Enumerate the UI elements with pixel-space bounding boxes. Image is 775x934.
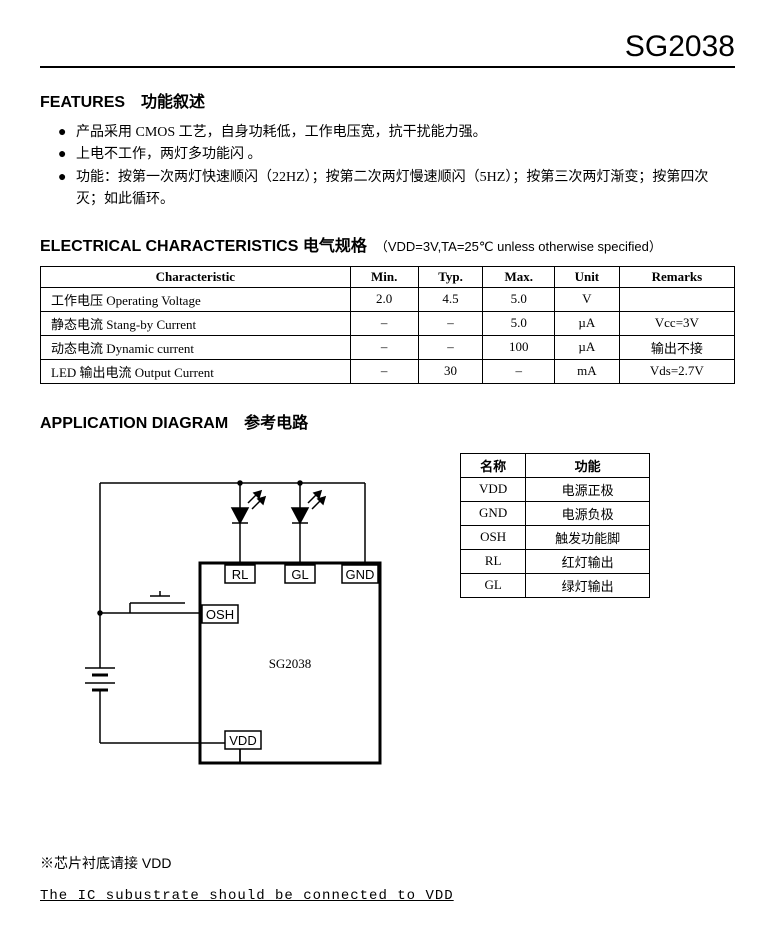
table-row: LED 输出电流 Output Current – 30 – mA Vds=2.… bbox=[41, 359, 735, 383]
cell: 30 bbox=[418, 359, 483, 383]
col-header: Typ. bbox=[418, 266, 483, 287]
chip-label: SG2038 bbox=[269, 656, 312, 671]
feature-item: 功能：按第一次两灯快速顺闪（22HZ）；按第二次两灯慢速顺闪（5HZ）；按第三次… bbox=[58, 167, 735, 212]
cell: µA bbox=[555, 311, 620, 335]
col-header: 名称 bbox=[461, 453, 526, 477]
cell: 输出不接 bbox=[619, 335, 734, 359]
electrical-title-text: ELECTRICAL CHARACTERISTICS 电气规格 bbox=[40, 232, 367, 256]
table-row: GND电源负极 bbox=[461, 501, 650, 525]
cell: – bbox=[483, 359, 555, 383]
cell: Vds=2.7V bbox=[619, 359, 734, 383]
cell: GL bbox=[461, 573, 526, 597]
electrical-table: Characteristic Min. Typ. Max. Unit Remar… bbox=[40, 266, 735, 384]
cell: – bbox=[350, 311, 418, 335]
electrical-heading: ELECTRICAL CHARACTERISTICS 电气规格 （VDD=3V,… bbox=[40, 232, 735, 256]
table-row: 静态电流 Stang-by Current – – 5.0 µA Vcc=3V bbox=[41, 311, 735, 335]
electrical-conditions: （VDD=3V,TA=25℃ unless otherwise specifie… bbox=[375, 236, 662, 255]
cell: – bbox=[350, 359, 418, 383]
diagram-heading: APPLICATION DIAGRAM 参考电路 bbox=[40, 409, 735, 433]
pin-function-table: 名称 功能 VDD电源正极 GND电源负极 OSH触发功能脚 RL红灯输出 GL… bbox=[460, 453, 650, 598]
cell: 电源负极 bbox=[526, 501, 650, 525]
cell: Vcc=3V bbox=[619, 311, 734, 335]
cell: 5.0 bbox=[483, 287, 555, 311]
cell: 绿灯输出 bbox=[526, 573, 650, 597]
feature-item: 上电不工作，两灯多功能闪 。 bbox=[58, 144, 735, 166]
table-row: 工作电压 Operating Voltage 2.0 4.5 5.0 V bbox=[41, 287, 735, 311]
substrate-note-cn: ※芯片衬底请接 VDD bbox=[40, 853, 735, 873]
cell: µA bbox=[555, 335, 620, 359]
cell: – bbox=[418, 335, 483, 359]
table-row: VDD电源正极 bbox=[461, 477, 650, 501]
cell: VDD bbox=[461, 477, 526, 501]
application-circuit-diagram: RL GL GND OSH VDD SG2038 bbox=[40, 453, 420, 793]
table-row: RL红灯输出 bbox=[461, 549, 650, 573]
pin-osh: OSH bbox=[206, 607, 234, 622]
cell: GND bbox=[461, 501, 526, 525]
cell: V bbox=[555, 287, 620, 311]
col-header: Max. bbox=[483, 266, 555, 287]
col-header: Unit bbox=[555, 266, 620, 287]
col-header: Min. bbox=[350, 266, 418, 287]
cell: – bbox=[418, 311, 483, 335]
table-header-row: 名称 功能 bbox=[461, 453, 650, 477]
pin-gnd: GND bbox=[346, 567, 375, 582]
feature-list: 产品采用 CMOS 工艺，自身功耗低，工作电压宽，抗干扰能力强。 上电不工作，两… bbox=[40, 122, 735, 212]
cell: 5.0 bbox=[483, 311, 555, 335]
table-row: 动态电流 Dynamic current – – 100 µA 输出不接 bbox=[41, 335, 735, 359]
cell: OSH bbox=[461, 525, 526, 549]
cell: 100 bbox=[483, 335, 555, 359]
pin-vdd: VDD bbox=[229, 733, 256, 748]
pin-gl: GL bbox=[291, 567, 308, 582]
cell: LED 输出电流 Output Current bbox=[41, 359, 351, 383]
col-header: Remarks bbox=[619, 266, 734, 287]
cell: 触发功能脚 bbox=[526, 525, 650, 549]
cell: 电源正极 bbox=[526, 477, 650, 501]
part-number: SG2038 bbox=[40, 30, 735, 68]
substrate-note-en: The IC subustrate should be connected to… bbox=[40, 888, 735, 904]
table-header-row: Characteristic Min. Typ. Max. Unit Remar… bbox=[41, 266, 735, 287]
cell: – bbox=[350, 335, 418, 359]
features-heading: FEATURES 功能叙述 bbox=[40, 88, 735, 112]
col-header: Characteristic bbox=[41, 266, 351, 287]
cell: 4.5 bbox=[418, 287, 483, 311]
cell: 动态电流 Dynamic current bbox=[41, 335, 351, 359]
col-header: 功能 bbox=[526, 453, 650, 477]
cell bbox=[619, 287, 734, 311]
cell: 红灯输出 bbox=[526, 549, 650, 573]
table-row: OSH触发功能脚 bbox=[461, 525, 650, 549]
cell: mA bbox=[555, 359, 620, 383]
table-row: GL绿灯输出 bbox=[461, 573, 650, 597]
cell: 静态电流 Stang-by Current bbox=[41, 311, 351, 335]
pin-rl: RL bbox=[232, 567, 249, 582]
cell: 2.0 bbox=[350, 287, 418, 311]
feature-item: 产品采用 CMOS 工艺，自身功耗低，工作电压宽，抗干扰能力强。 bbox=[58, 122, 735, 144]
cell: 工作电压 Operating Voltage bbox=[41, 287, 351, 311]
cell: RL bbox=[461, 549, 526, 573]
